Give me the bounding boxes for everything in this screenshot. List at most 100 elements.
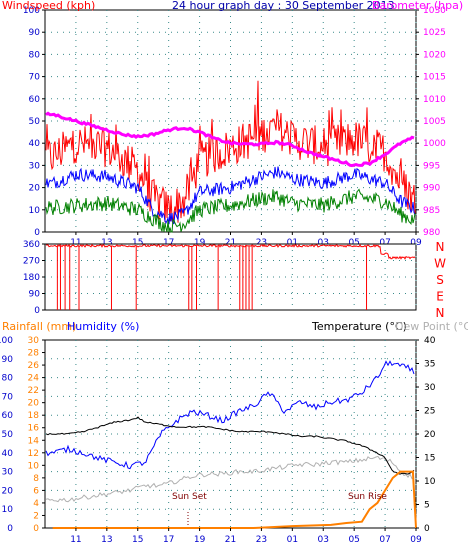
humidity-tick-label: 30 (2, 468, 14, 478)
wind-x-tick-label: 21 (225, 238, 236, 248)
temperature-label: Temperature (°C) (311, 320, 407, 333)
wind-x-tick-label: 23 (256, 238, 267, 248)
compass-label: S (436, 273, 444, 287)
temperature-tick-label: 30 (424, 383, 436, 393)
compass-label: E (436, 290, 444, 304)
wind-left-label: Windspeed (kph) (2, 0, 95, 12)
humidity-line (45, 360, 415, 470)
temperature-grid (45, 340, 417, 528)
sunset-annotation: Sun Set (172, 492, 207, 502)
wind-left-tick-label: 90 (29, 28, 41, 38)
wind-left-tick-label: 10 (29, 206, 41, 216)
temperature-x-tick-label: 21 (225, 535, 236, 545)
rainfall-tick-label: 30 (28, 336, 40, 346)
compass-label: W (434, 257, 446, 271)
wind-right-tick-label: 995 (423, 161, 440, 171)
humidity-axis: 0 10 20 30 40 50 60 70 80 90 100 (0, 336, 13, 534)
wind-left-tick-label: 50 (29, 117, 41, 127)
wind-right-tick-label: 1015 (423, 73, 446, 83)
wind-x-tick-label: 05 (348, 238, 359, 248)
direction-left-tick-label: 0 (34, 306, 40, 316)
direction-series-group (45, 243, 416, 310)
temperature-axis: 0 5 10 15 20 25 30 35 40 (416, 336, 436, 534)
wind-right-tick-label: 1030 (423, 6, 446, 16)
temperature-tick-label: 5 (424, 501, 430, 511)
wind-series-group (45, 80, 416, 233)
wind-speed-line (45, 188, 416, 233)
wind-title: 24 hour graph day : 30 September 2013 (172, 0, 395, 12)
temperature-x-tick-label: 05 (348, 535, 359, 545)
direction-left-tick-label: 270 (23, 257, 40, 267)
wind-left-axis: 0 10 20 30 40 50 60 70 80 90 100 (23, 6, 45, 238)
direction-left-tick-label: 360 (23, 240, 40, 250)
rainfall-tick-label: 14 (28, 436, 40, 446)
temperature-tick-label: 40 (424, 336, 436, 346)
rainfall-tick-label: 0 (33, 524, 39, 534)
wind-left-tick-label: 20 (29, 184, 41, 194)
rainfall-tick-label: 22 (28, 386, 39, 396)
wind-left-tick-label: 0 (34, 228, 40, 238)
direction-left-tick-label: 180 (23, 273, 40, 283)
rainfall-tick-label: 16 (28, 424, 40, 434)
wind-x-tick-label: 03 (318, 238, 329, 248)
rainfall-label: Rainfall (mm) (2, 320, 76, 333)
wind-avg-line (45, 166, 416, 225)
wind-x-tick-label: 13 (101, 238, 112, 248)
rainfall-tick-label: 20 (28, 399, 40, 409)
humidity-tick-label: 20 (2, 486, 14, 496)
wind-right-tick-label: 1025 (423, 28, 446, 38)
wind-x-tick-label: 07 (379, 238, 390, 248)
rainfall-tick-label: 18 (28, 411, 40, 421)
rainfall-tick-label: 8 (33, 474, 39, 484)
wind-x-axis: 11 13 15 17 19 21 23 01 03 05 07 09 (70, 232, 422, 248)
humidity-tick-label: 60 (2, 411, 14, 421)
direction-plot-frame (44, 243, 417, 311)
rainfall-line (52, 470, 417, 529)
temperature-line (45, 416, 415, 475)
wind-right-tick-label: 1020 (423, 50, 446, 60)
rainfall-tick-label: 12 (28, 449, 39, 459)
rainfall-tick-label: 24 (28, 374, 40, 384)
temperature-x-tick-label: 19 (194, 535, 206, 545)
wind-right-label: Barometer (hpa) (372, 0, 463, 12)
wind-plot-frame (44, 9, 417, 233)
temperature-x-tick-label: 17 (163, 535, 174, 545)
temperature-tick-label: 10 (424, 477, 436, 487)
compass-label: N (436, 306, 445, 320)
temperature-x-tick-label: 11 (70, 535, 81, 545)
sunrise-annotation: Sun Rise (348, 492, 387, 502)
humidity-tick-label: 10 (2, 505, 14, 515)
wind-x-tick-label: 09 (410, 238, 422, 248)
direction-left-tick-label: 90 (29, 290, 41, 300)
humidity-tick-label: 90 (2, 355, 14, 365)
temperature-tick-label: 15 (424, 454, 435, 464)
compass-label: N (436, 240, 445, 254)
humidity-tick-label: 80 (2, 374, 14, 384)
temperature-x-axis: 11 13 15 17 19 21 23 01 03 05 07 09 (70, 528, 422, 545)
wind-x-tick-label: 15 (132, 238, 143, 248)
humidity-label: Humidity (%) (67, 320, 139, 333)
wind-right-tick-label: 985 (423, 206, 440, 216)
humidity-tick-label: 50 (2, 430, 14, 440)
rainfall-tick-label: 28 (28, 349, 40, 359)
rainfall-tick-label: 26 (28, 361, 40, 371)
temperature-x-tick-label: 13 (101, 535, 112, 545)
humidity-tick-label: 0 (7, 524, 13, 534)
wind-x-tick-label: 19 (194, 238, 206, 248)
wind-left-tick-label: 100 (23, 6, 40, 16)
temperature-tick-label: 25 (424, 407, 435, 417)
temperature-x-tick-label: 01 (287, 535, 298, 545)
temperature-tick-label: 0 (424, 524, 430, 534)
direction-grid (45, 244, 417, 310)
temperature-x-tick-label: 23 (256, 535, 267, 545)
temperature-x-tick-label: 09 (410, 535, 422, 545)
wind-gust-line (45, 80, 416, 224)
wind-right-tick-label: 1005 (423, 117, 446, 127)
